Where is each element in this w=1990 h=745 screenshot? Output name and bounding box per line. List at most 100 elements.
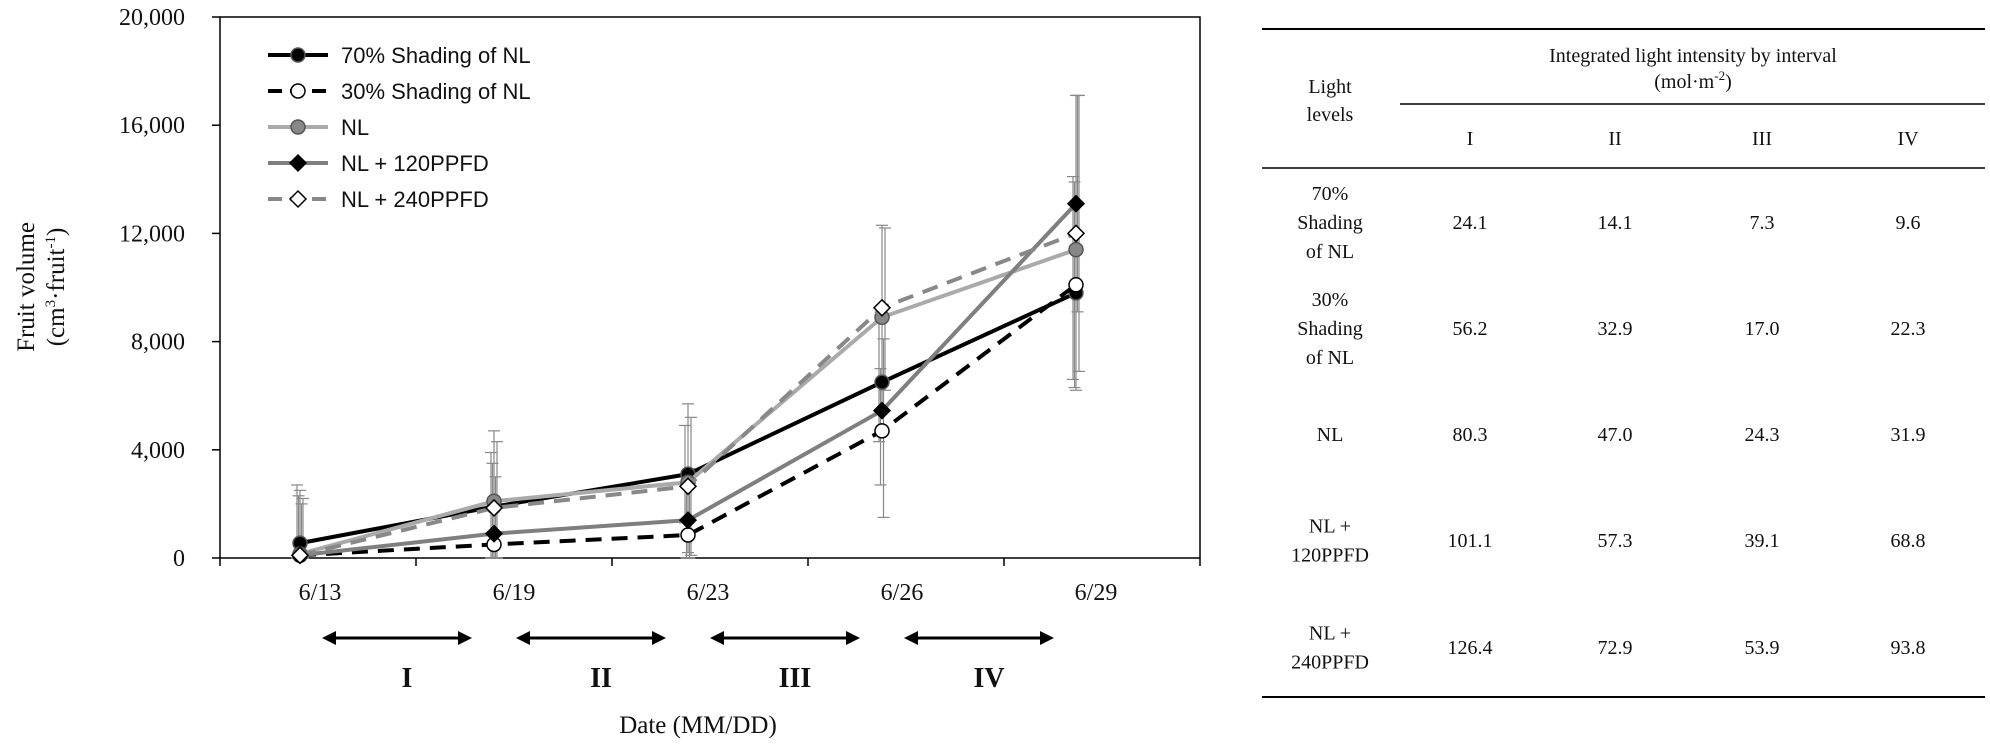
y-tick-label: 20,000 — [119, 5, 185, 31]
interval-arrowhead — [1040, 631, 1054, 645]
table-col-header: III — [1752, 128, 1772, 150]
interval-label: III — [779, 663, 812, 694]
legend-marker — [290, 47, 306, 63]
legend-label: 70% Shading of NL — [341, 43, 531, 68]
interval-arrowhead — [516, 631, 530, 645]
table-cell: 39.1 — [1745, 530, 1780, 552]
table-row-label: Shading — [1297, 318, 1363, 340]
table-cell: 47.0 — [1598, 424, 1633, 446]
table-row: NL 80.3 47.0 24.3 31.9 — [1317, 424, 1926, 446]
table-cell: 53.9 — [1745, 637, 1780, 659]
y-axis-title: Fruit volume — [13, 222, 40, 352]
table-header-col: Light — [1308, 76, 1352, 98]
interval-arrowhead — [322, 631, 336, 645]
interval-arrowhead — [904, 631, 918, 645]
table-row-label: 30% — [1312, 289, 1349, 311]
interval-label: II — [590, 663, 612, 694]
table-cell: 31.9 — [1891, 424, 1926, 446]
legend-marker — [288, 189, 308, 209]
interval-label: I — [402, 663, 413, 694]
table-cell: 32.9 — [1598, 318, 1633, 340]
interval-arrowhead — [652, 631, 666, 645]
interval-arrowhead — [710, 631, 724, 645]
table-cell: 72.9 — [1598, 637, 1633, 659]
data-point — [872, 401, 892, 420]
table-row-label: of NL — [1306, 347, 1354, 369]
table-group-unit: (mol·m-2) — [1654, 68, 1732, 93]
table-cell: 101.1 — [1448, 530, 1493, 552]
data-point — [1066, 194, 1086, 213]
y-tick-label: 0 — [173, 546, 185, 572]
table-group-header: Integrated light intensity by interval — [1549, 45, 1837, 67]
light-intensity-table: Light levels Integrated light intensity by… — [1262, 28, 1985, 698]
x-tick-label: 6/26 — [881, 580, 924, 606]
table-row-label: of NL — [1306, 241, 1354, 263]
data-point — [874, 374, 890, 390]
y-tick-label: 8,000 — [131, 330, 185, 356]
data-point — [484, 524, 504, 543]
x-tick-label: 6/29 — [1075, 580, 1118, 606]
series-4 — [290, 224, 1086, 565]
legend-label: NL — [341, 115, 369, 140]
table-col-header: IV — [1897, 128, 1919, 150]
y-axis-units: (cm3·fruit-1) — [43, 228, 70, 347]
table-cell: 80.3 — [1453, 424, 1488, 446]
data-point — [1068, 241, 1084, 258]
data-point — [484, 498, 504, 518]
table-row-label: NL — [1317, 424, 1344, 446]
table-row-label: 240PPFD — [1291, 652, 1369, 674]
legend-label: NL + 240PPFD — [341, 187, 489, 212]
table-cell: 57.3 — [1598, 530, 1633, 552]
table-row-label: NL + — [1309, 623, 1351, 645]
table-row-label: Shading — [1297, 212, 1363, 234]
table-row: NL + 120PPFD 101.1 57.3 39.1 68.8 — [1291, 516, 1925, 567]
legend: 70% Shading of NL 30% Shading of NL NL NL +… — [268, 43, 531, 212]
table-row: 70% Shading of NL 24.1 14.1 7.3 9.6 — [1297, 183, 1920, 263]
x-tick-label: 6/19 — [493, 580, 536, 606]
table-cell: 22.3 — [1891, 318, 1926, 340]
legend-marker — [290, 83, 306, 99]
data-point — [872, 298, 892, 317]
y-tick-label: 16,000 — [119, 113, 185, 139]
data-point — [874, 423, 890, 439]
y-tick-label: 4,000 — [131, 438, 185, 464]
table-col-header: II — [1608, 128, 1621, 150]
table-row-label: NL + — [1309, 516, 1351, 538]
data-point — [678, 511, 698, 530]
plot-frame — [219, 16, 1201, 559]
data-point — [290, 546, 310, 565]
table-row-label: 70% — [1312, 183, 1349, 205]
table-cell: 14.1 — [1598, 212, 1633, 234]
table-row: 30% Shading of NL 56.2 32.9 17.0 22.3 — [1297, 289, 1925, 369]
interval-label: IV — [973, 663, 1004, 694]
x-tick-label: 6/13 — [299, 580, 342, 606]
interval-arrowhead — [846, 631, 860, 645]
table-cell: 126.4 — [1448, 637, 1493, 659]
table-cell: 56.2 — [1453, 318, 1488, 340]
legend-label: NL + 120PPFD — [341, 151, 489, 176]
table-col-header: I — [1467, 128, 1474, 150]
table-row: NL + 240PPFD 126.4 72.9 53.9 93.8 — [1291, 623, 1925, 674]
data-point — [680, 527, 696, 543]
table-header-col: levels — [1307, 104, 1354, 126]
data-point — [678, 477, 698, 496]
table-row-label: 120PPFD — [1291, 545, 1369, 567]
data-point — [1066, 224, 1086, 243]
table-cell: 68.8 — [1891, 530, 1926, 552]
table-cell: 24.3 — [1745, 424, 1780, 446]
table-cell: 93.8 — [1891, 637, 1926, 659]
table-cell: 17.0 — [1745, 318, 1780, 340]
table-cell: 24.1 — [1453, 212, 1488, 234]
legend-marker — [290, 119, 306, 135]
legend-label: 30% Shading of NL — [341, 79, 531, 104]
table-cell: 7.3 — [1750, 212, 1775, 234]
y-tick-label: 12,000 — [119, 221, 185, 247]
interval-arrowhead — [458, 631, 472, 645]
line-chart: 0 4,000 8,000 12,000 16,000 20,000 6/13 6/19 6/2… — [13, 5, 1201, 739]
series-line — [299, 283, 1078, 558]
table-cell: 9.6 — [1896, 212, 1921, 234]
x-tick-label: 6/23 — [687, 580, 730, 606]
data-point — [1068, 277, 1084, 293]
x-axis-title: Date (MM/DD) — [619, 712, 777, 739]
